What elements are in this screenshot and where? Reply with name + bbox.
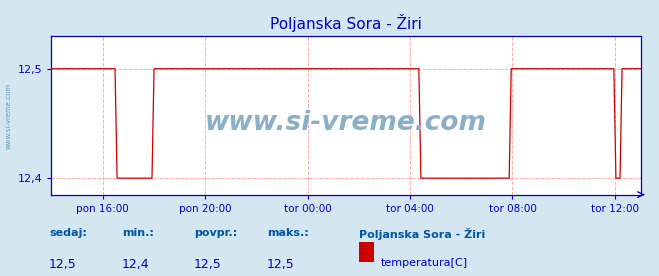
Text: maks.:: maks.: (267, 228, 308, 238)
Text: temperatura[C]: temperatura[C] (381, 258, 468, 268)
Text: min.:: min.: (122, 228, 154, 238)
Text: 12,5: 12,5 (49, 258, 76, 271)
Text: 12,4: 12,4 (121, 258, 149, 271)
Text: povpr.:: povpr.: (194, 228, 238, 238)
Text: www.si-vreme.com: www.si-vreme.com (5, 83, 11, 149)
Title: Poljanska Sora - Žiri: Poljanska Sora - Žiri (270, 14, 422, 32)
Text: 12,5: 12,5 (266, 258, 294, 271)
Text: Poljanska Sora - Žiri: Poljanska Sora - Žiri (359, 228, 486, 240)
Text: 12,5: 12,5 (194, 258, 221, 271)
Text: www.si-vreme.com: www.si-vreme.com (205, 110, 487, 136)
Text: sedaj:: sedaj: (49, 228, 87, 238)
